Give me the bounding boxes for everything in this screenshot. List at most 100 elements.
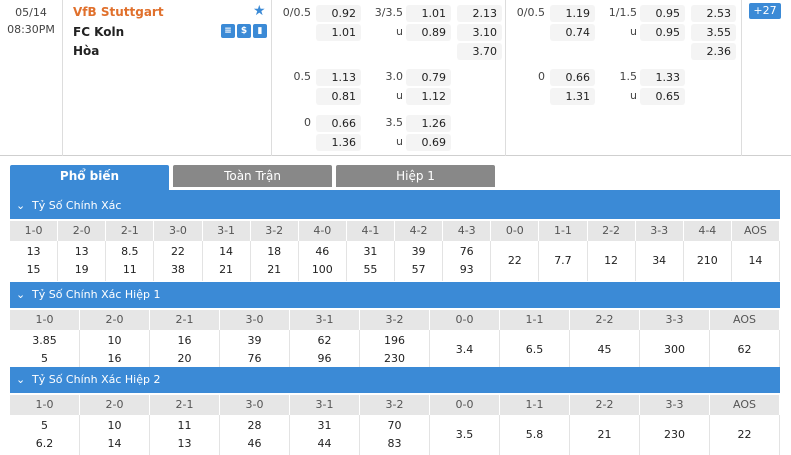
score-odds-cell[interactable]: 18 21: [251, 241, 299, 281]
odds-draw[interactable]: 21: [597, 428, 612, 441]
section-header[interactable]: ⌄ Tỷ Số Chính Xác Hiệp 1: [10, 282, 780, 308]
score-odds-cell[interactable]: 12: [588, 241, 636, 281]
score-odds-cell[interactable]: 62 96: [290, 330, 360, 370]
score-odds-cell[interactable]: 3.85 5: [10, 330, 80, 370]
odds-draw[interactable]: 3.4: [455, 343, 474, 356]
under-odds[interactable]: 0.89: [406, 24, 451, 41]
odds-draw[interactable]: 34: [652, 254, 667, 267]
away-team[interactable]: FC Koln: [73, 25, 125, 39]
score-odds-cell[interactable]: 31 44: [290, 415, 360, 455]
odds-draw[interactable]: 210: [696, 254, 718, 267]
score-odds-cell[interactable]: 11 13: [150, 415, 220, 455]
over-odds[interactable]: 0.95: [640, 5, 685, 22]
odds-away[interactable]: 230: [384, 352, 405, 365]
under-odds[interactable]: 1.12: [406, 88, 451, 105]
score-odds-cell[interactable]: 21: [570, 415, 640, 455]
over-odds[interactable]: 0.79: [406, 69, 451, 86]
odds-home[interactable]: 28: [247, 419, 262, 432]
odds-1x2-draw[interactable]: 3.70: [457, 43, 502, 60]
score-odds-cell[interactable]: 62: [710, 330, 780, 370]
under-odds[interactable]: 0.95: [640, 24, 685, 41]
odds-away[interactable]: 46: [247, 437, 262, 450]
score-odds-cell[interactable]: 10 16: [80, 330, 150, 370]
home-team[interactable]: VfB Stuttgart: [73, 5, 164, 19]
handicap-odds-away[interactable]: 0.74: [550, 24, 595, 41]
odds-away[interactable]: 21: [219, 263, 234, 276]
score-odds-cell[interactable]: 76 93: [443, 241, 492, 281]
score-odds-cell[interactable]: 5.8: [500, 415, 570, 455]
odds-draw[interactable]: 62: [737, 343, 752, 356]
odds-draw[interactable]: 300: [664, 343, 685, 356]
odds-1x2-home[interactable]: 2.53: [691, 5, 736, 22]
odds-away[interactable]: 11: [122, 263, 137, 276]
odds-away[interactable]: 93: [459, 263, 474, 276]
more-markets-button[interactable]: +27: [749, 3, 781, 19]
score-odds-cell[interactable]: 7.7: [539, 241, 588, 281]
odds-away[interactable]: 16: [107, 352, 122, 365]
odds-away[interactable]: 44: [317, 437, 332, 450]
score-odds-cell[interactable]: 22: [491, 241, 540, 281]
score-odds-cell[interactable]: 14 21: [203, 241, 251, 281]
chevron-down-icon[interactable]: ⌄: [16, 288, 26, 301]
score-odds-cell[interactable]: 3.4: [430, 330, 500, 370]
tab-popular[interactable]: Phổ biến: [10, 165, 169, 192]
odds-away[interactable]: 83: [387, 437, 402, 450]
odds-draw[interactable]: 22: [507, 254, 522, 267]
score-odds-cell[interactable]: 45: [570, 330, 640, 370]
odds-away[interactable]: 38: [170, 263, 185, 276]
tab-full-match[interactable]: Toàn Trận: [173, 165, 332, 187]
odds-home[interactable]: 14: [219, 245, 234, 258]
handicap-odds-away[interactable]: 1.01: [316, 24, 361, 41]
odds-away[interactable]: 21: [267, 263, 282, 276]
odds-away[interactable]: 19: [74, 263, 89, 276]
odds-1x2-draw[interactable]: 2.36: [691, 43, 736, 60]
odds-home[interactable]: 11: [177, 419, 192, 432]
odds-1x2-away[interactable]: 3.10: [457, 24, 502, 41]
odds-away[interactable]: 100: [311, 263, 333, 276]
handicap-odds-home[interactable]: 0.66: [550, 69, 595, 86]
odds-1x2-away[interactable]: 3.55: [691, 24, 736, 41]
handicap-odds-away[interactable]: 1.31: [550, 88, 595, 105]
handicap-odds-away[interactable]: 1.36: [316, 134, 361, 151]
odds-home[interactable]: 31: [317, 419, 332, 432]
odds-away[interactable]: 5: [41, 352, 48, 365]
score-odds-cell[interactable]: 230: [640, 415, 710, 455]
odds-draw[interactable]: 7.7: [554, 254, 572, 267]
handicap-odds-home[interactable]: 0.66: [316, 115, 361, 132]
odds-home[interactable]: 10: [107, 419, 122, 432]
score-odds-cell[interactable]: 3.5: [430, 415, 500, 455]
list-icon[interactable]: ≡: [221, 24, 235, 38]
score-odds-cell[interactable]: 14: [732, 241, 780, 281]
odds-home[interactable]: 46: [315, 245, 330, 258]
score-odds-cell[interactable]: 46 100: [299, 241, 347, 281]
chevron-down-icon[interactable]: ⌄: [16, 373, 26, 386]
score-odds-cell[interactable]: 300: [640, 330, 710, 370]
odds-away[interactable]: 20: [177, 352, 192, 365]
odds-away[interactable]: 14: [107, 437, 122, 450]
score-odds-cell[interactable]: 39 76: [220, 330, 290, 370]
odds-home[interactable]: 13: [26, 245, 41, 258]
handicap-odds-home[interactable]: 0.92: [316, 5, 361, 22]
odds-draw[interactable]: 45: [597, 343, 612, 356]
odds-away[interactable]: 13: [177, 437, 192, 450]
odds-away[interactable]: 6.2: [35, 437, 54, 450]
odds-draw[interactable]: 22: [737, 428, 752, 441]
odds-away[interactable]: 57: [411, 263, 426, 276]
chevron-down-icon[interactable]: ⌄: [16, 199, 26, 212]
odds-home[interactable]: 31: [363, 245, 378, 258]
score-odds-cell[interactable]: 70 83: [360, 415, 430, 455]
odds-away[interactable]: 76: [247, 352, 262, 365]
odds-home[interactable]: 18: [267, 245, 282, 258]
odds-draw[interactable]: 5.8: [525, 428, 544, 441]
favorite-star-icon[interactable]: ★: [253, 3, 266, 19]
odds-home[interactable]: 5: [41, 419, 48, 432]
odds-home[interactable]: 76: [459, 245, 474, 258]
odds-home[interactable]: 10: [107, 334, 122, 347]
odds-draw[interactable]: 14: [748, 254, 763, 267]
odds-away[interactable]: 96: [317, 352, 332, 365]
score-odds-cell[interactable]: 34: [636, 241, 684, 281]
section-header[interactable]: ⌄ Tỷ Số Chính Xác Hiệp 2: [10, 367, 780, 393]
over-odds[interactable]: 1.01: [406, 5, 451, 22]
odds-home[interactable]: 8.5: [121, 245, 139, 258]
odds-draw[interactable]: 3.5: [455, 428, 474, 441]
